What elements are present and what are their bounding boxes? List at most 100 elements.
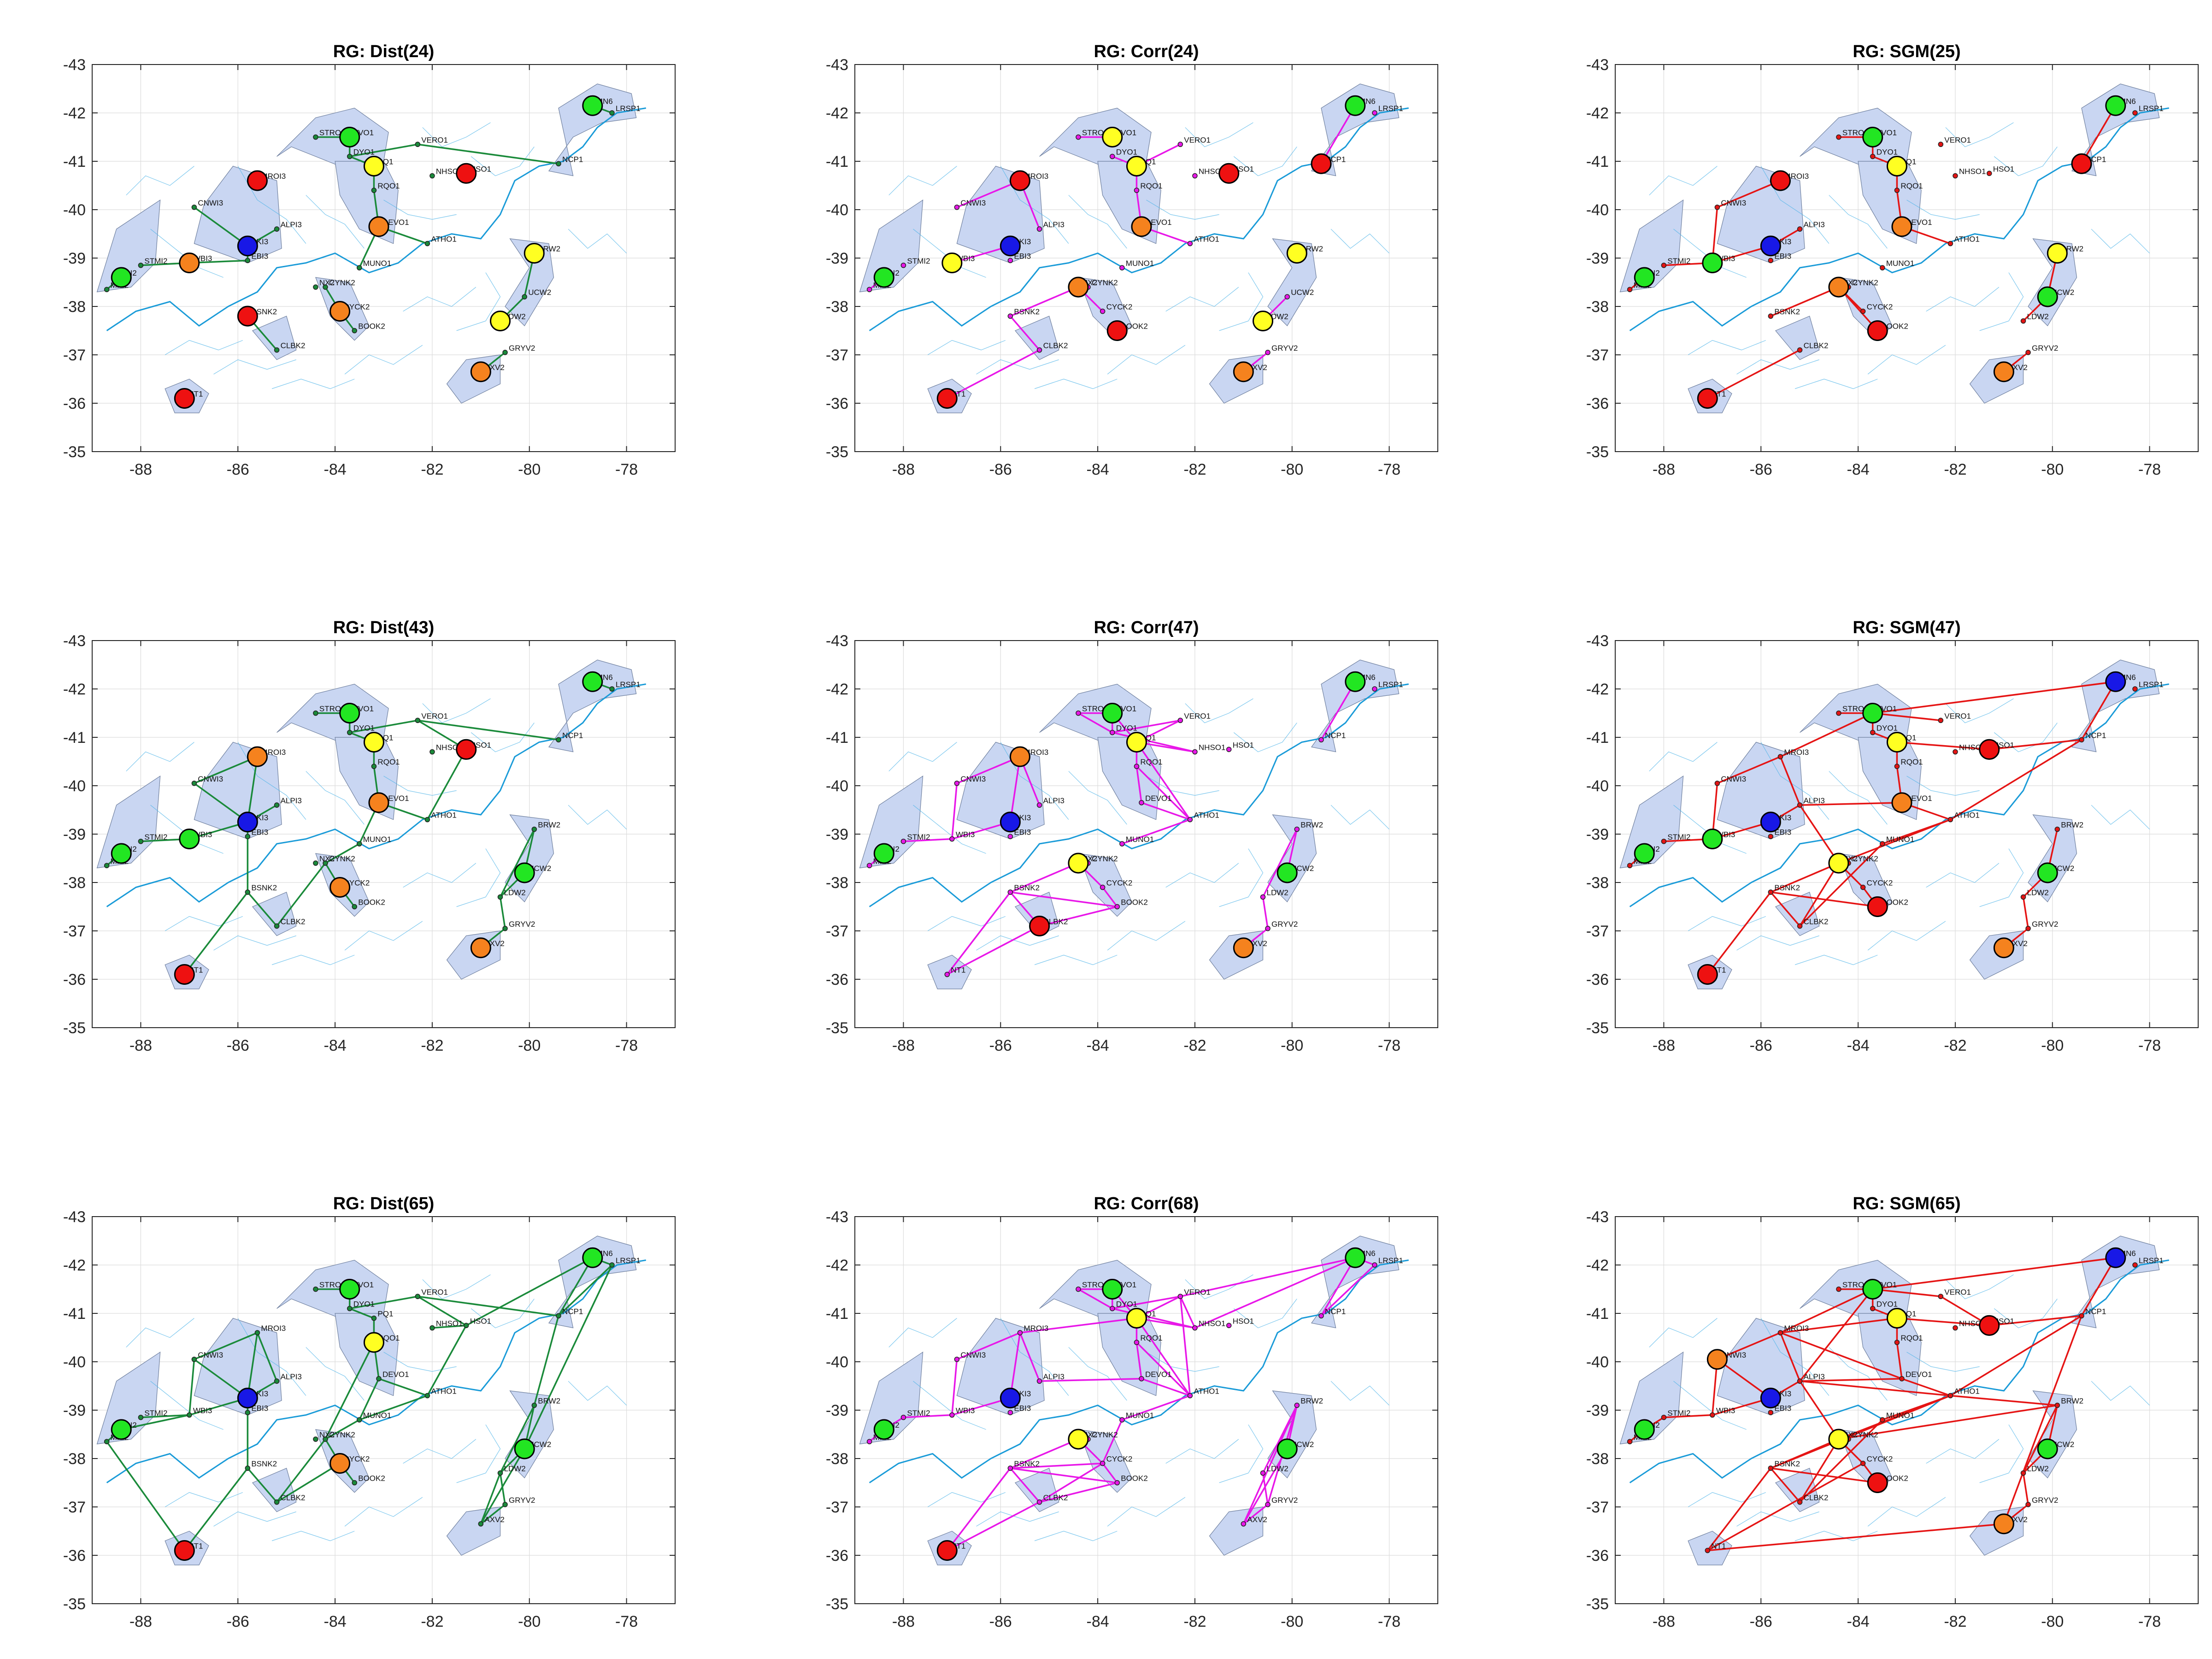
cluster-node-mroi3: [1009, 170, 1030, 191]
edge-mn6-ncp1: [1320, 105, 1356, 165]
tributary-line: [1233, 147, 1297, 176]
station-marker-mroi3: [1777, 754, 1783, 759]
y-tick-label: -36: [1586, 395, 1609, 412]
station-marker-mroi3: [254, 1330, 260, 1335]
edge-cnwi3-mroi3: [194, 756, 258, 784]
station-label-stro1: STRO1: [1082, 129, 1108, 137]
tributary-line: [1736, 935, 1819, 951]
x-tick-label: -80: [2041, 1037, 2064, 1054]
tributary-line: [976, 1511, 1059, 1527]
station-label-mroi3: MROI3: [1024, 1324, 1048, 1333]
station-label-gryv2: GRYV2: [1271, 1496, 1298, 1505]
station-marker-hso1: [1986, 171, 1992, 176]
station-label-ebi3: EBI3: [1014, 1404, 1031, 1412]
basin-map: [859, 1235, 1409, 1565]
cluster-node-mroi3: [247, 170, 268, 191]
station-marker-stmi2: [1661, 263, 1667, 268]
edge-alpi3-devo1: [1039, 1378, 1141, 1382]
edge-clbk2-muno1: [1799, 1419, 1883, 1503]
station-marker-nt1: [944, 971, 950, 977]
station-marker-ebi3: [1768, 1410, 1774, 1415]
station-label-cnwi3: CNWI3: [198, 199, 223, 207]
station-label-stmi2: STMI2: [144, 257, 167, 265]
x-tick-label: -88: [129, 461, 152, 478]
station-marker-cyck2: [1100, 884, 1106, 890]
station-marker-mroi3: [1777, 1330, 1783, 1335]
x-tick-label: -86: [989, 1037, 1012, 1054]
station-label-muno1: MUNO1: [1886, 1411, 1914, 1420]
station-marker-vero1: [1177, 718, 1183, 723]
x-tick-label: -80: [1281, 1037, 1303, 1054]
station-marker-mki2: [1627, 863, 1633, 868]
tributary-line: [403, 863, 477, 888]
edge-mroi3-bki3: [247, 756, 259, 823]
edge-cnwi3-bki3: [194, 206, 248, 247]
y-tick-label: -42: [826, 681, 848, 698]
edge-vero1-hso1: [417, 1295, 467, 1326]
cluster-node-mn6: [582, 1247, 603, 1268]
station-marker-ldw2: [2020, 318, 2026, 324]
cluster-node-axv2: [1233, 361, 1254, 382]
station-label-stmi2: STMI2: [144, 833, 167, 841]
y-tick-label: -39: [63, 250, 86, 267]
station-label-ebi3: EBI3: [251, 1404, 268, 1412]
station-label-wbi3: WBI3: [1716, 1406, 1735, 1415]
cluster-node-hso1: [1979, 739, 2000, 760]
y-tick-label: -40: [1586, 201, 1609, 219]
station-marker-cnwi3: [1714, 781, 1720, 786]
cluster-node-bsnk2: [237, 306, 258, 327]
edge-alpi3-devo1: [1800, 802, 1902, 806]
y-tick-label: -41: [63, 729, 86, 747]
cluster-nodes: [111, 95, 603, 409]
station-marker-rqo1: [371, 188, 377, 193]
cluster-node-brw2: [2047, 243, 2068, 264]
station-label-bsnk2: BSNK2: [1014, 883, 1040, 892]
station-marker-cynk2: [323, 860, 328, 866]
edge-rqo1-atho1: [1136, 765, 1191, 820]
cluster-node-tvo1: [1102, 1279, 1123, 1300]
station-marker-atho1: [1187, 817, 1193, 823]
x-tick-label: -86: [989, 461, 1012, 478]
station-label-lrsp1: LRSP1: [616, 104, 641, 113]
cluster-node-book2: [1867, 1472, 1888, 1493]
station-label-muno1: MUNO1: [1886, 259, 1914, 268]
edge-clbk2-nt1: [947, 1501, 1040, 1552]
station-label-ldw2: LDW2: [2027, 888, 2049, 897]
station-label-dyo1: DYO1: [353, 724, 375, 733]
edge-devo1-atho1: [1901, 1378, 1951, 1397]
station-marker-mki2: [104, 1439, 110, 1444]
y-tick-label: -41: [1586, 729, 1609, 747]
station-label-atho1: ATHO1: [431, 1387, 456, 1396]
station-marker-ldw2: [2020, 1470, 2026, 1476]
x-tick-label: -88: [1653, 1037, 1675, 1054]
edge-ldw2-gryv2: [2022, 897, 2029, 929]
station-label-cynk2: CYNK2: [329, 1430, 355, 1439]
edge-devo1-atho1: [1141, 802, 1190, 821]
station-label-rqo1: RQO1: [377, 758, 400, 766]
station-label-cynk2: CYNK2: [1092, 278, 1118, 287]
edge-clbk2-book2: [1039, 906, 1118, 927]
station-label-vero1: VERO1: [421, 712, 448, 720]
x-tick-label: -82: [421, 1037, 443, 1054]
station-marker-dyo1: [347, 729, 353, 735]
station-marker-bsnk2: [1007, 313, 1013, 319]
edge-bsnk2-nt1: [946, 891, 1011, 975]
y-tick-label: -38: [1586, 874, 1609, 892]
station-marker-clbk2: [1036, 1499, 1042, 1505]
station-marker-cnwi3: [954, 781, 960, 786]
x-tick-label: -82: [421, 1613, 443, 1630]
edge-rqo1-devo1: [1135, 1342, 1142, 1379]
station-label-stro1: STRO1: [1842, 705, 1869, 713]
station-label-cnwi3: CNWI3: [198, 775, 223, 783]
station-marker-dyo1: [347, 1306, 353, 1312]
cluster-node-hso1: [456, 163, 477, 184]
y-tick-label: -39: [826, 250, 848, 267]
edge-mroi3-alpi3: [1779, 756, 1801, 806]
tributary-line: [1219, 272, 1264, 331]
tributary-line: [1760, 742, 1830, 820]
station-marker-nx2: [313, 284, 318, 290]
